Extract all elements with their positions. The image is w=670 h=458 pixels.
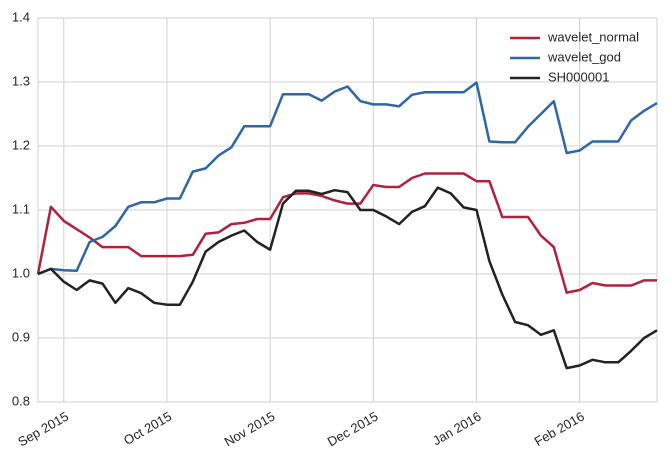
- line-series: [36, 172, 657, 294]
- legend-label: SH000001: [548, 69, 609, 84]
- legend-label: wavelet_normal: [547, 29, 639, 44]
- x-tick-label: Jan 2016: [430, 409, 484, 449]
- plot-frame: [37, 17, 658, 403]
- y-tick-label: 1.0: [12, 265, 30, 280]
- y-tick-label: 0.8: [12, 393, 30, 408]
- y-tick-label: 1.4: [12, 9, 30, 24]
- x-tick-label: Sep 2015: [15, 409, 71, 450]
- legend-label: wavelet_god: [547, 49, 621, 64]
- y-tick-label: 1.1: [12, 201, 30, 216]
- y-tick-label: 0.9: [12, 329, 30, 344]
- x-tick-label: Dec 2015: [325, 409, 381, 450]
- y-tick-label: 1.3: [12, 73, 30, 88]
- line-series: [37, 186, 658, 370]
- line-series: [37, 81, 658, 276]
- x-tick-label: Feb 2016: [532, 409, 587, 449]
- x-tick-label: Oct 2015: [121, 409, 174, 448]
- y-tick-label: 1.2: [12, 137, 30, 152]
- x-tick-label: Nov 2015: [222, 409, 278, 450]
